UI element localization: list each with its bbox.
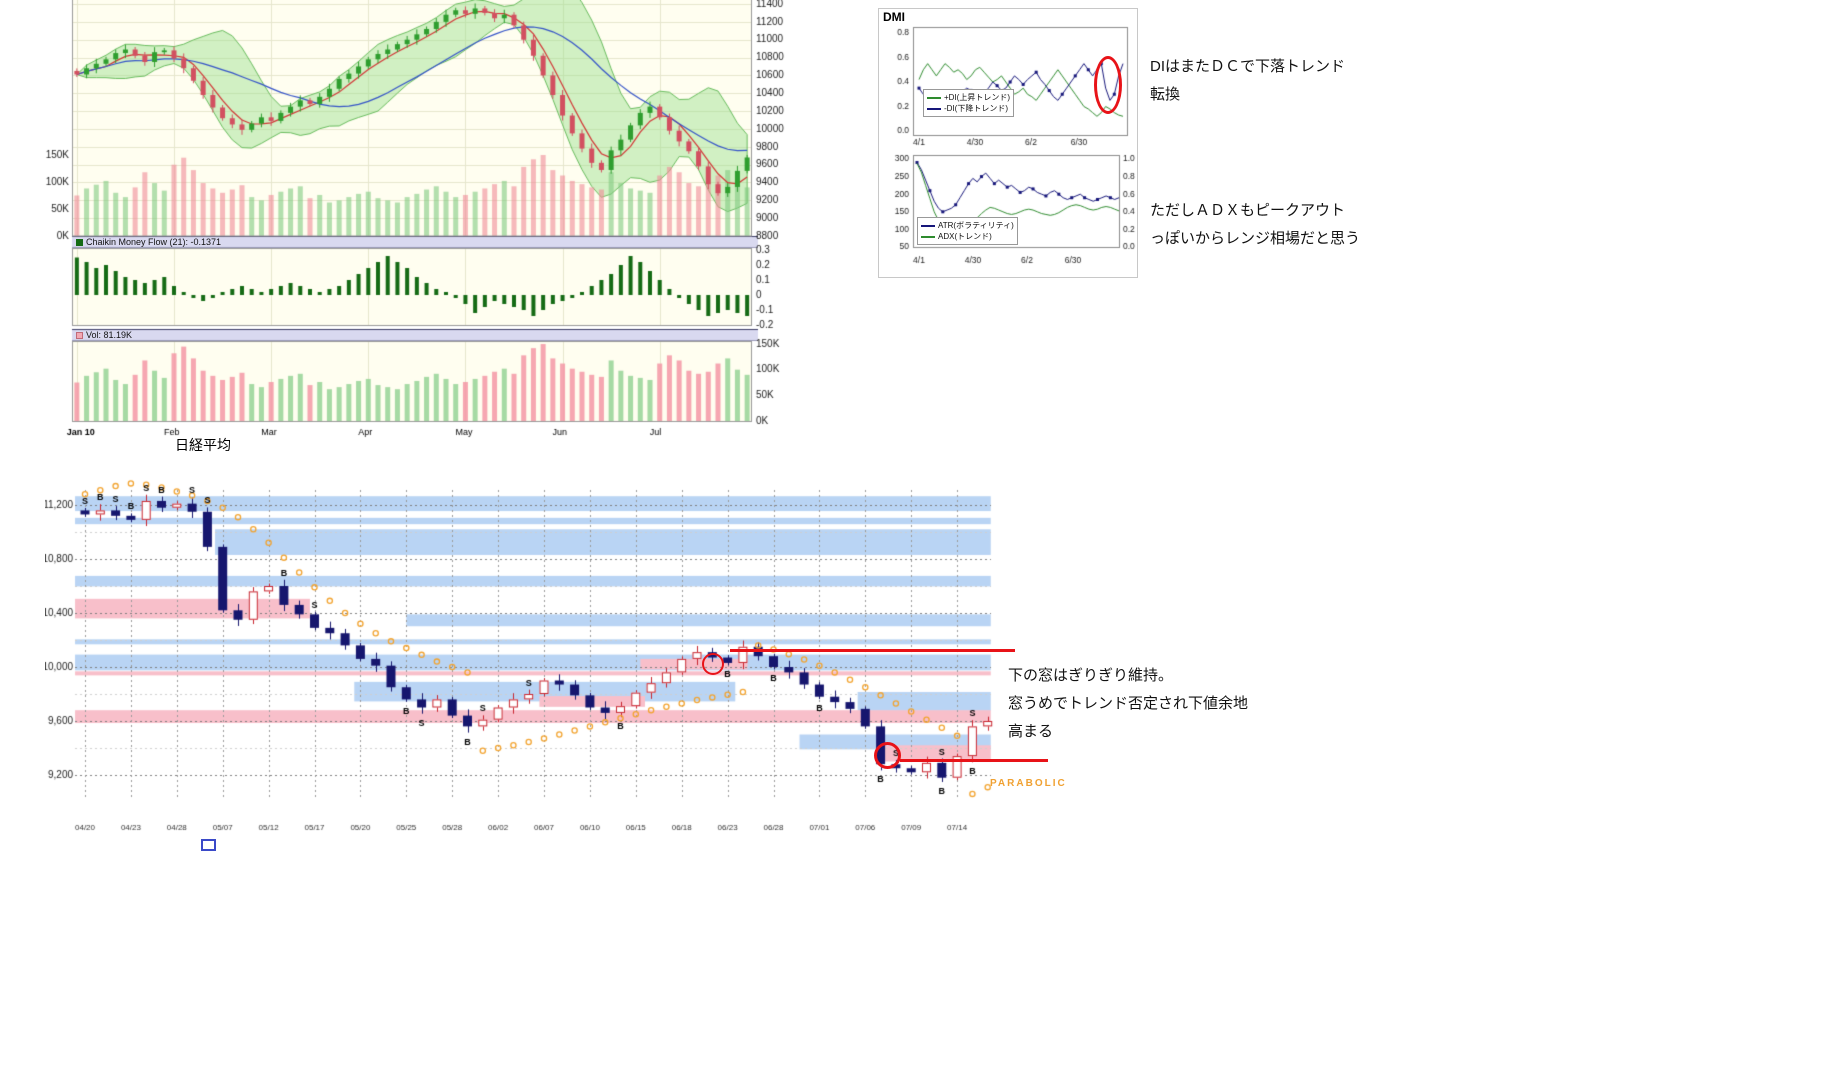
dmi-note-line1: DIはまたＤＣで下落トレンド xyxy=(1150,58,1346,75)
cmf-pane-label: Chaikin Money Flow (21): -0.1371 xyxy=(86,237,222,247)
dmi-note-line2: 転換 xyxy=(1150,86,1181,103)
atr-legend-label: ATR(ボラティリティ) xyxy=(938,221,1014,230)
adx-legend-label: ADX(トレンド) xyxy=(938,232,992,241)
vol-pane-label: Vol: 81.19K xyxy=(86,330,133,340)
dmi-legend: +DI(上昇トレンド) -DI(下降トレンド) xyxy=(923,89,1014,117)
dmi-panel: DMI +DI(上昇トレンド) -DI(下降トレンド) ATR(ボラティリティ)… xyxy=(878,8,1139,279)
adx-line-sample-icon xyxy=(921,235,935,238)
adx-note-line2: っぽいからレンジ相場だと思う xyxy=(1150,230,1361,247)
upper-window-red-line xyxy=(730,649,1015,652)
cmf-pane-header: Chaikin Money Flow (21): -0.1371 xyxy=(76,237,221,248)
dmi-panel-title: DMI xyxy=(883,10,905,24)
daily-note-line2: 窓うめでトレンド否定され下値余地 xyxy=(1008,695,1249,712)
minus-di-legend-row: -DI(下降トレンド) xyxy=(927,103,1010,114)
daily-chart-panel xyxy=(45,478,1115,874)
daily-note-line3: 高まる xyxy=(1008,723,1054,740)
date-cursor-box xyxy=(201,839,216,851)
adx-legend-row: ADX(トレンド) xyxy=(921,231,1014,242)
vol-swatch-icon xyxy=(76,332,83,339)
parabolic-label: PARABOLIC xyxy=(990,778,1067,789)
lower-window-red-line xyxy=(900,759,1048,762)
daily-note-line1: 下の窓はぎりぎり維持。 xyxy=(1008,667,1174,684)
atr-legend-row: ATR(ボラティリティ) xyxy=(921,220,1014,231)
cmf-swatch-icon xyxy=(76,239,83,246)
daily-chart-canvas xyxy=(45,478,1115,874)
nikkei-chart-canvas xyxy=(40,0,800,452)
vol-pane-header: Vol: 81.19K xyxy=(76,330,132,341)
atr-line-sample-icon xyxy=(921,224,935,227)
dmi-dead-cross-circle-annotation xyxy=(1094,56,1122,114)
adx-note-line1: ただしＡＤＸもピークアウト xyxy=(1150,202,1346,219)
plus-di-legend-label: +DI(上昇トレンド) xyxy=(944,93,1010,102)
window-hold-circle-annotation xyxy=(702,653,724,675)
atr-adx-legend: ATR(ボラティリティ) ADX(トレンド) xyxy=(917,217,1018,245)
minus-di-line-sample-icon xyxy=(927,107,941,110)
nikkei-chart-title: 日経平均 xyxy=(175,437,231,453)
minus-di-legend-label: -DI(下降トレンド) xyxy=(944,104,1008,113)
plus-di-legend-row: +DI(上昇トレンド) xyxy=(927,92,1010,103)
buy-signal-circle-annotation xyxy=(874,742,901,769)
nikkei-chart-panel: Chaikin Money Flow (21): -0.1371 Vol: 81… xyxy=(40,0,800,452)
plus-di-line-sample-icon xyxy=(927,96,941,99)
